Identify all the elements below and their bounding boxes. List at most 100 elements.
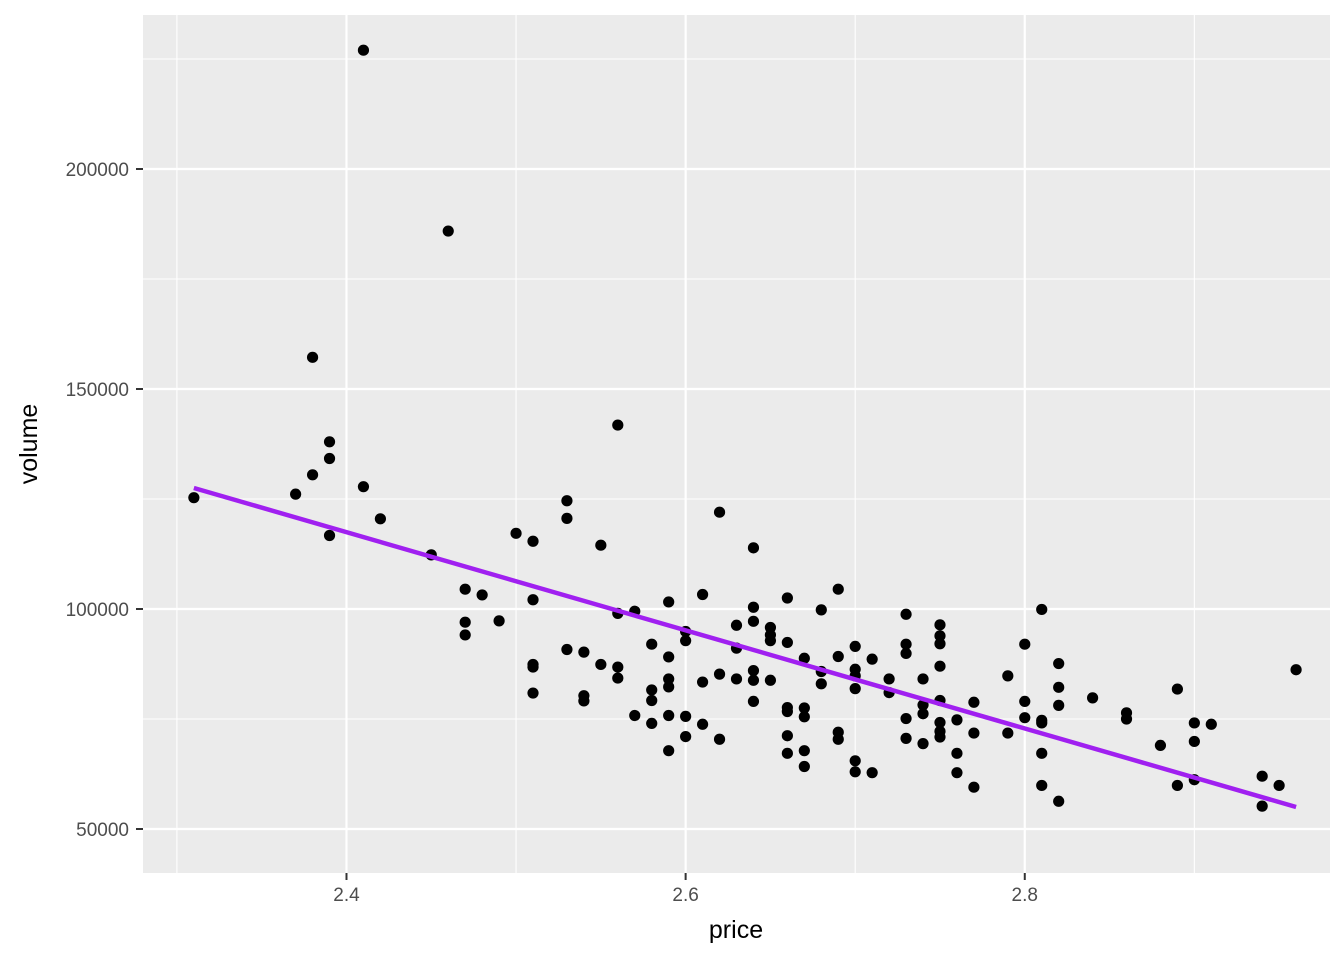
data-point (663, 681, 675, 693)
data-point (934, 630, 946, 642)
data-point (713, 733, 726, 745)
data-point (917, 738, 929, 750)
data-point (459, 583, 471, 595)
data-point (781, 636, 793, 649)
data-point (951, 714, 963, 726)
data-point (747, 695, 760, 708)
data-point (595, 658, 607, 671)
data-point (781, 592, 793, 604)
data-point (934, 619, 946, 631)
data-point (815, 678, 827, 690)
data-point (459, 629, 471, 641)
data-point (527, 535, 539, 547)
y-tick-label: 200000 (66, 160, 129, 181)
data-point (832, 583, 844, 595)
x-tick-label: 2.6 (672, 885, 698, 906)
data-point (629, 709, 641, 722)
data-point (1205, 718, 1217, 730)
data-point (849, 755, 861, 767)
data-point (306, 469, 319, 481)
data-point (917, 673, 929, 685)
data-point (798, 702, 810, 714)
data-point (798, 760, 810, 773)
y-tick-label: 50000 (76, 820, 129, 841)
data-point (934, 638, 946, 650)
x-tick-labels: 2.4 2.6 2.8 (333, 885, 1038, 906)
data-point (866, 653, 878, 665)
data-point (832, 650, 844, 663)
data-point (747, 665, 760, 677)
data-point (934, 716, 946, 729)
data-point (374, 513, 386, 525)
data-point (323, 452, 336, 465)
data-point (646, 694, 658, 707)
data-point (900, 638, 912, 650)
data-point (663, 651, 675, 663)
data-point (1053, 681, 1065, 693)
data-point (900, 732, 912, 744)
data-point (781, 730, 793, 742)
data-point (1188, 717, 1200, 729)
data-point (578, 646, 590, 658)
data-point (696, 676, 709, 688)
data-point (883, 673, 895, 685)
data-point (1053, 795, 1065, 807)
data-point (1290, 664, 1302, 676)
data-point (747, 615, 760, 627)
data-point (595, 539, 607, 551)
data-point (747, 542, 760, 554)
data-point (323, 529, 336, 542)
data-point (713, 506, 726, 518)
data-point (476, 589, 488, 601)
data-point (1019, 695, 1031, 708)
major-grid (143, 15, 1330, 873)
y-tick-label: 150000 (66, 380, 129, 401)
data-point (561, 495, 573, 507)
data-point (323, 436, 336, 448)
data-point (1273, 779, 1285, 792)
data-point (1002, 670, 1014, 682)
data-point (696, 718, 709, 730)
data-point (968, 727, 980, 739)
data-point (527, 594, 539, 606)
data-point (1256, 770, 1268, 782)
data-point (832, 733, 844, 745)
data-point (781, 705, 793, 718)
data-point (646, 684, 658, 696)
data-point (663, 709, 675, 722)
data-point (459, 616, 471, 628)
data-point (1019, 638, 1031, 650)
data-point (646, 638, 658, 650)
data-point (951, 767, 963, 779)
data-point (1087, 692, 1099, 704)
trend-line (193, 485, 1297, 810)
data-point (1053, 657, 1065, 670)
data-point (612, 672, 624, 684)
data-point (527, 661, 539, 673)
data-point (798, 711, 810, 723)
data-point (764, 635, 777, 647)
data-point (781, 747, 793, 759)
data-point (1036, 603, 1048, 616)
data-point (1120, 713, 1133, 725)
data-point (680, 710, 692, 722)
data-point (900, 647, 912, 660)
x-tick-label: 2.8 (1012, 885, 1038, 906)
data-point (900, 712, 912, 725)
data-point (646, 717, 658, 730)
data-point (798, 652, 810, 664)
data-point (1171, 683, 1183, 695)
data-point (730, 673, 743, 685)
data-point (561, 512, 573, 524)
data-point (290, 488, 302, 500)
data-point (442, 225, 454, 237)
data-point (849, 640, 861, 653)
data-point (1019, 712, 1031, 724)
data-point (747, 601, 760, 613)
data-point (612, 661, 624, 673)
data-point (663, 745, 675, 757)
data-point (1188, 735, 1200, 748)
data-point (968, 781, 980, 793)
plot-panel (143, 15, 1330, 873)
